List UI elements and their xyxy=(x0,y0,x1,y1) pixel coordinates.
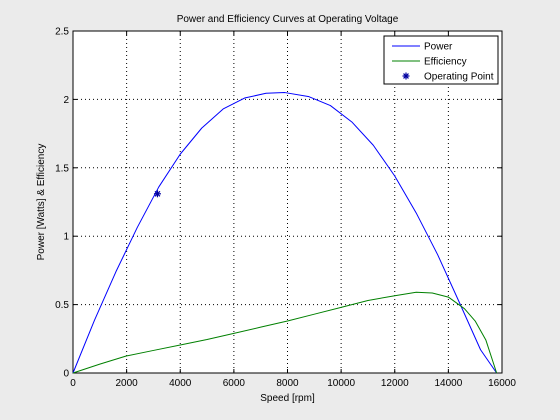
efficiency-line xyxy=(72,291,498,374)
legend-label-operating-point: Operating Point xyxy=(424,72,494,83)
legend-label-power: Power xyxy=(424,42,453,53)
y-tick-labels: 0 0.5 1 1.5 2 2.5 xyxy=(55,27,69,380)
x-tick-label: 6000 xyxy=(223,378,246,389)
ticks xyxy=(72,30,503,374)
x-tick-label: 14000 xyxy=(434,378,462,389)
legend-operating-point-marker xyxy=(402,72,410,80)
operating-point-marker-stroke xyxy=(403,73,409,79)
legend-swatch-operating-point xyxy=(402,72,410,80)
chart-title: Power and Efficiency Curves at Operating… xyxy=(177,14,399,25)
series-group xyxy=(72,92,498,374)
x-tick-label: 4000 xyxy=(169,378,192,389)
y-tick-label: 2.5 xyxy=(55,27,69,38)
y-tick-label: 2 xyxy=(63,95,69,106)
legend: Power Efficiency Operating Point xyxy=(383,35,499,85)
operating-point-marker-stroke xyxy=(154,190,161,197)
x-tick-label: 0 xyxy=(70,378,76,389)
y-tick-label: 1.5 xyxy=(55,163,69,174)
y-axis-label: Power [Watts] & Efficiency xyxy=(36,144,47,261)
legend-label-efficiency: Efficiency xyxy=(424,57,467,68)
grid xyxy=(73,31,502,373)
y-tick-label: 0 xyxy=(63,369,69,380)
x-axis-label: Speed [rpm] xyxy=(260,393,315,404)
x-tick-label: 16000 xyxy=(488,378,516,389)
x-tick-label: 8000 xyxy=(276,378,299,389)
x-tick-label: 2000 xyxy=(116,378,139,389)
x-tick-label: 10000 xyxy=(327,378,355,389)
operating-point-marker xyxy=(153,190,161,198)
y-tick-label: 0.5 xyxy=(55,300,69,311)
power-line xyxy=(72,92,498,374)
y-tick-label: 1 xyxy=(63,232,69,243)
x-tick-labels: 0 2000 4000 6000 8000 10000 12000 14000 16000 xyxy=(70,378,516,389)
x-tick-label: 12000 xyxy=(381,378,409,389)
